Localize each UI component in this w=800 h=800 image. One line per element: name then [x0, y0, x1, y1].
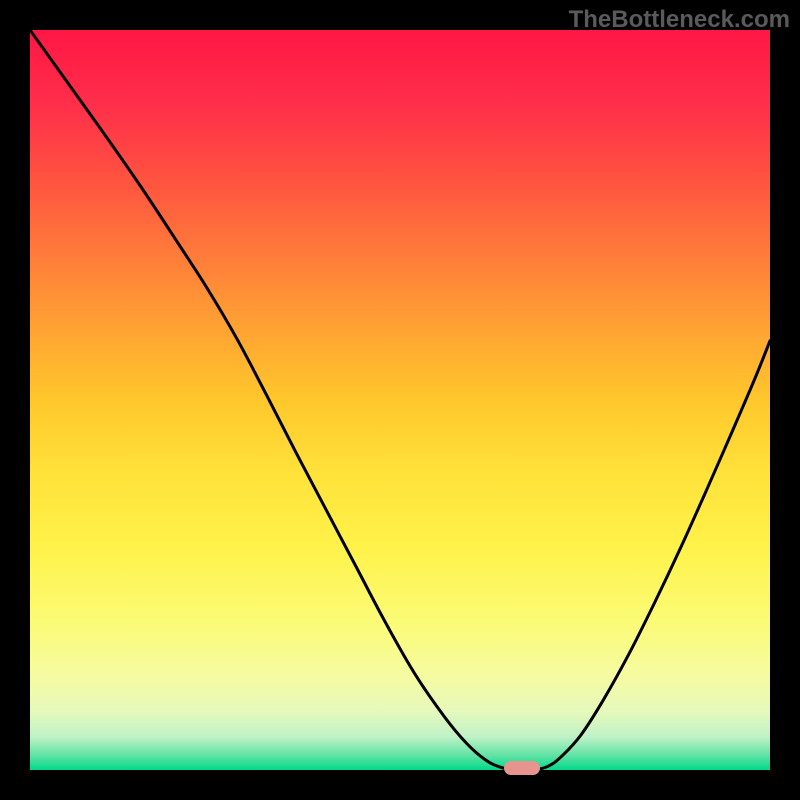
chart-plot-area: [30, 30, 770, 770]
optimal-point-marker: [504, 761, 540, 775]
chart-gradient-background: [30, 30, 770, 770]
watermark-text: TheBottleneck.com: [569, 6, 790, 34]
